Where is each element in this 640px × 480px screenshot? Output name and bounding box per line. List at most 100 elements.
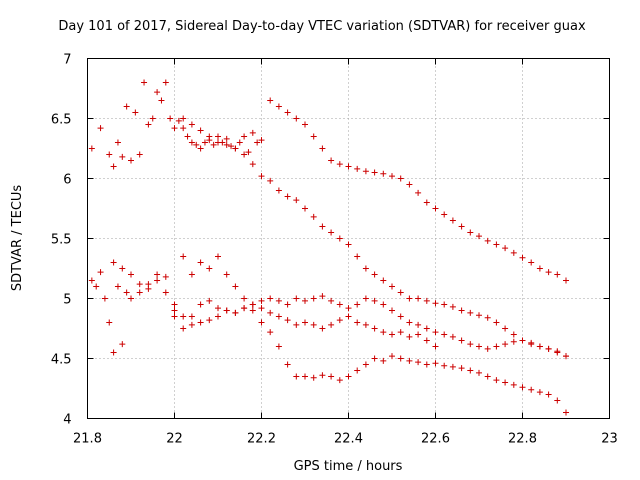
data-point xyxy=(423,337,430,344)
data-point xyxy=(223,135,230,142)
data-point xyxy=(354,319,361,326)
data-point xyxy=(354,253,361,260)
data-point xyxy=(293,197,300,204)
data-point xyxy=(397,175,404,182)
x-tick-label: 22.2 xyxy=(247,432,276,447)
data-point xyxy=(545,345,552,352)
data-point xyxy=(380,301,387,308)
data-point xyxy=(310,213,317,220)
data-point xyxy=(119,153,126,160)
data-point xyxy=(458,307,465,314)
data-point xyxy=(345,163,352,170)
data-point xyxy=(502,325,509,332)
data-point xyxy=(441,211,448,218)
data-point xyxy=(123,289,130,296)
data-point xyxy=(476,312,482,319)
data-point xyxy=(201,139,208,146)
data-point xyxy=(328,229,335,236)
data-point xyxy=(415,189,422,196)
series-track-4 xyxy=(88,269,439,356)
data-point xyxy=(484,345,491,352)
data-point xyxy=(371,355,378,362)
data-point xyxy=(302,121,308,128)
data-point xyxy=(536,389,543,396)
data-point xyxy=(467,367,474,374)
data-point xyxy=(258,319,265,326)
data-point xyxy=(397,355,404,362)
data-point xyxy=(354,165,361,172)
data-point xyxy=(206,265,213,272)
data-point xyxy=(188,321,195,328)
data-point xyxy=(141,79,148,86)
data-point xyxy=(267,97,274,104)
data-point xyxy=(284,301,291,308)
data-point xyxy=(545,269,552,276)
data-point xyxy=(123,103,130,110)
data-point xyxy=(197,319,204,326)
data-point xyxy=(397,289,404,296)
data-point xyxy=(362,265,369,272)
data-point xyxy=(302,205,308,212)
data-point xyxy=(380,170,387,177)
data-point xyxy=(336,235,343,242)
data-point xyxy=(467,341,474,348)
data-point xyxy=(319,325,326,332)
data-point xyxy=(275,313,282,320)
data-point xyxy=(423,297,430,304)
data-point xyxy=(406,319,413,326)
data-point xyxy=(110,259,117,266)
data-point xyxy=(223,271,230,278)
x-tick-label: 21.8 xyxy=(73,432,102,447)
data-point xyxy=(132,109,139,116)
data-point xyxy=(193,141,200,148)
data-point xyxy=(162,273,169,280)
data-point xyxy=(510,331,517,338)
data-point xyxy=(180,325,187,332)
data-point xyxy=(249,129,256,136)
data-point xyxy=(206,133,213,140)
data-point xyxy=(106,151,113,158)
data-point xyxy=(232,309,239,316)
y-tick-label: 5.5 xyxy=(51,233,72,248)
data-point xyxy=(232,283,239,290)
data-point xyxy=(197,127,204,134)
data-point xyxy=(510,338,517,345)
data-point xyxy=(184,133,191,140)
data-point xyxy=(380,329,387,336)
series-track-2 xyxy=(180,115,569,360)
data-point xyxy=(302,373,308,380)
data-point xyxy=(432,329,439,336)
y-tick-label: 4.5 xyxy=(51,353,72,368)
data-point xyxy=(180,115,187,122)
data-point xyxy=(415,321,422,328)
data-point xyxy=(110,349,117,356)
data-point xyxy=(354,301,361,308)
data-point xyxy=(128,295,134,302)
data-point xyxy=(563,409,569,416)
data-point xyxy=(114,139,121,146)
data-point xyxy=(328,157,335,164)
data-point xyxy=(467,309,474,316)
data-point xyxy=(554,271,561,278)
data-point xyxy=(88,145,95,152)
data-point xyxy=(154,89,161,96)
data-point xyxy=(97,269,104,276)
data-point xyxy=(371,271,378,278)
data-point xyxy=(397,329,404,336)
data-point xyxy=(519,254,526,261)
data-point xyxy=(362,168,369,175)
data-point xyxy=(319,372,326,379)
data-point xyxy=(484,237,491,244)
data-point xyxy=(476,343,482,350)
data-point xyxy=(467,229,474,236)
data-point xyxy=(136,281,143,288)
data-point xyxy=(210,141,217,148)
data-point xyxy=(389,283,395,290)
data-point xyxy=(128,157,134,164)
data-point xyxy=(245,149,252,156)
data-point xyxy=(258,297,265,304)
data-point xyxy=(415,295,422,302)
data-point xyxy=(423,361,430,368)
data-point xyxy=(171,125,178,132)
data-point xyxy=(319,223,326,230)
